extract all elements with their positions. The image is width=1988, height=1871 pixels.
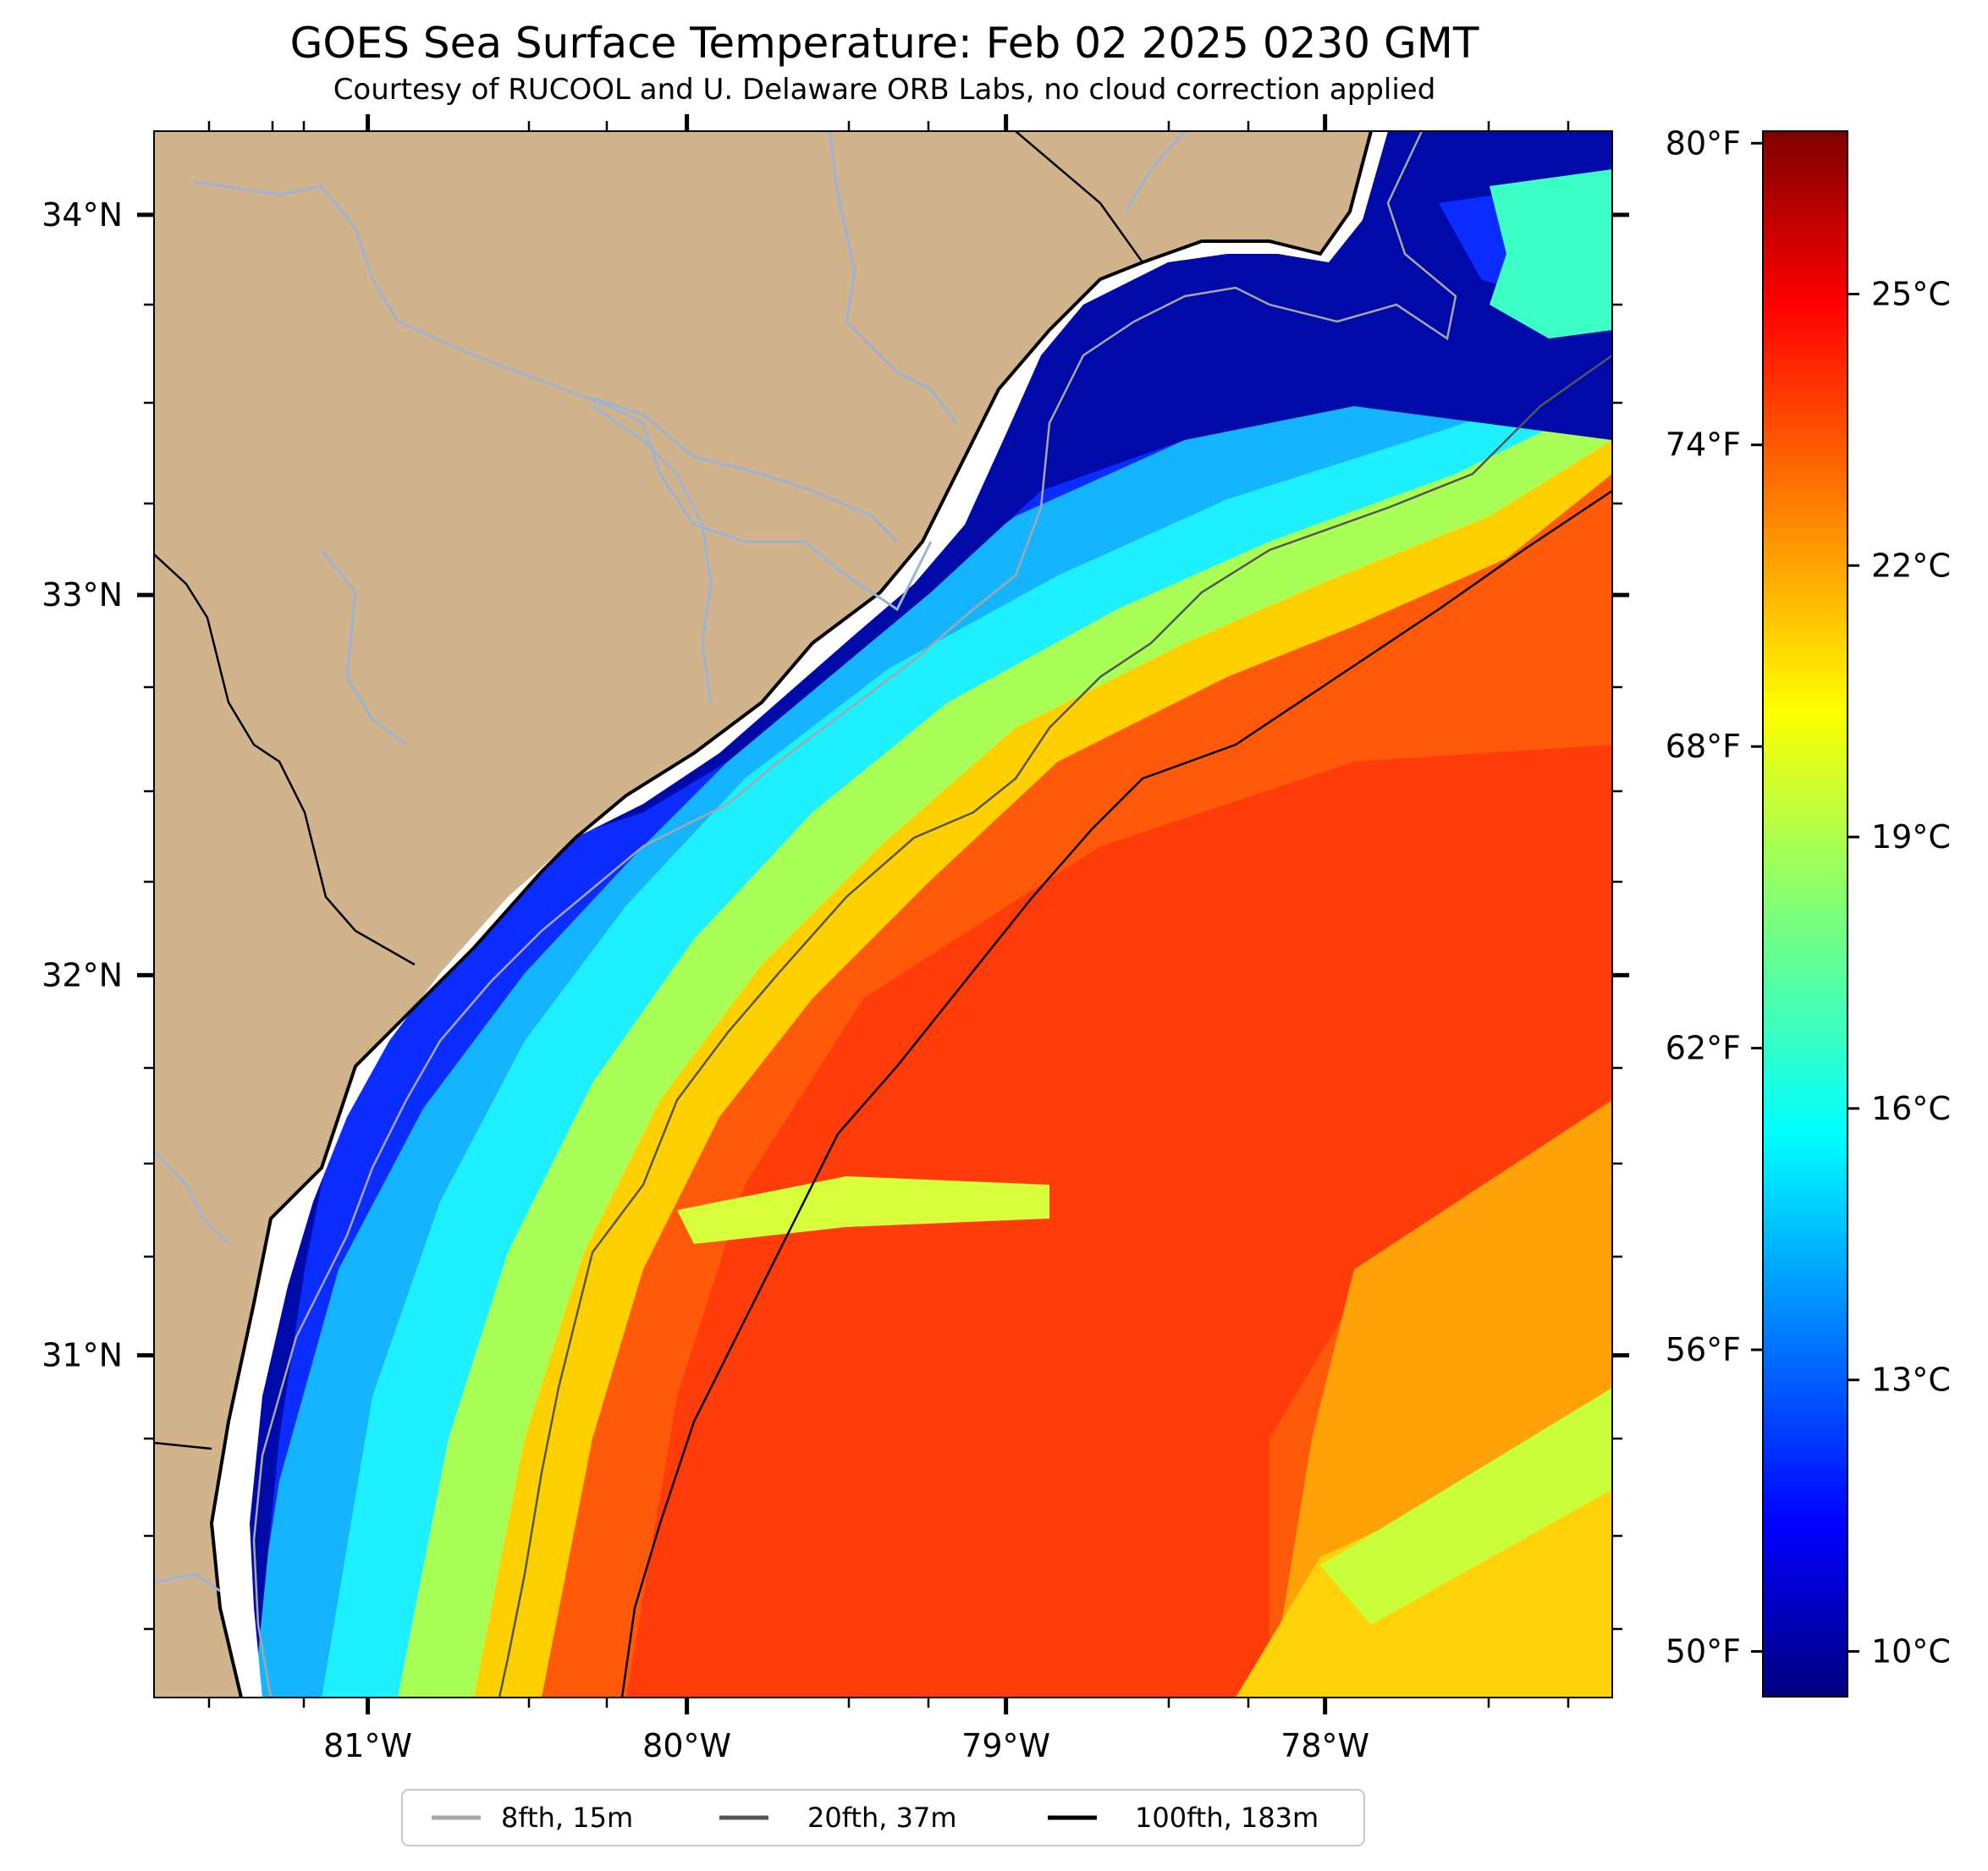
lat-tick-label: 33°N — [41, 576, 123, 614]
isobath-20fth — [498, 354, 1612, 1698]
latitude-axis: 34°N 33°N 32°N 31°N — [41, 196, 1629, 1374]
chart-subtitle: Courtesy of RUCOOL and U. Delaware ORB L… — [333, 73, 1436, 107]
lon-tick-label: 81°W — [323, 1727, 412, 1764]
isobath-8fth — [252, 131, 1457, 1698]
colorbar-f-label: 56°F — [1666, 1331, 1741, 1368]
minor-ticks — [144, 121, 1622, 1708]
colorbar-c-label: 13°C — [1871, 1362, 1951, 1399]
colorbar-c-label: 22°C — [1871, 547, 1951, 584]
colorbar-c-label: 19°C — [1871, 818, 1951, 856]
lon-tick-label: 78°W — [1280, 1727, 1369, 1764]
colorbar-f-label: 74°F — [1666, 426, 1741, 464]
state-border-ga-fl — [154, 1441, 212, 1450]
colorbar-c-label: 16°C — [1871, 1090, 1951, 1127]
rivers — [154, 131, 1187, 1593]
legend-label-100fth: 100fth, 183m — [1135, 1802, 1319, 1834]
sst-cool-tongue — [677, 1176, 1049, 1244]
warm-core — [626, 745, 1612, 1698]
colorbar-c-label: 25°C — [1871, 275, 1951, 312]
colorbar-fahrenheit-axis: 80°F 74°F 68°F 62°F 56°F 50°F — [1666, 124, 1763, 1670]
colorbar — [1762, 130, 1848, 1698]
colorbar-f-label: 80°F — [1666, 124, 1741, 162]
chart-title: GOES Sea Surface Temperature: Feb 02 202… — [289, 19, 1479, 68]
map-frame — [153, 130, 1613, 1698]
colorbar-f-label: 50°F — [1666, 1633, 1741, 1670]
legend-label-8fth: 8fth, 15m — [501, 1802, 633, 1834]
coastline — [209, 131, 1373, 1698]
lon-tick-label: 80°W — [642, 1727, 731, 1764]
legend-label-20fth: 20fth, 37m — [807, 1802, 956, 1834]
colorbar-celsius-axis: 25°C 22°C 19°C 16°C 13°C 10°C — [1848, 275, 1951, 1670]
state-border-sc-nc — [1015, 131, 1144, 263]
sst-yellowgreen-east — [1320, 1388, 1612, 1625]
lat-tick-label: 31°N — [41, 1337, 123, 1374]
map-panel — [154, 131, 1612, 1698]
colorbar-f-label: 68°F — [1666, 728, 1741, 765]
lon-tick-label: 79°W — [961, 1727, 1050, 1764]
colorbar-c-label: 10°C — [1871, 1633, 1951, 1670]
sst-ne-patch — [1490, 169, 1612, 338]
legend-box — [401, 1789, 1365, 1846]
lat-tick-label: 32°N — [41, 956, 123, 993]
land — [154, 131, 1371, 1698]
longitude-axis: 81°W 80°W 79°W 78°W — [323, 114, 1369, 1764]
lat-tick-label: 34°N — [41, 196, 123, 234]
colorbar-f-label: 62°F — [1666, 1030, 1741, 1067]
isobath-100fth — [620, 489, 1612, 1698]
state-border-ga-sc — [154, 553, 416, 966]
isobath-legend: 8fth, 15m 20fth, 37m 100fth, 183m — [401, 1789, 1365, 1846]
